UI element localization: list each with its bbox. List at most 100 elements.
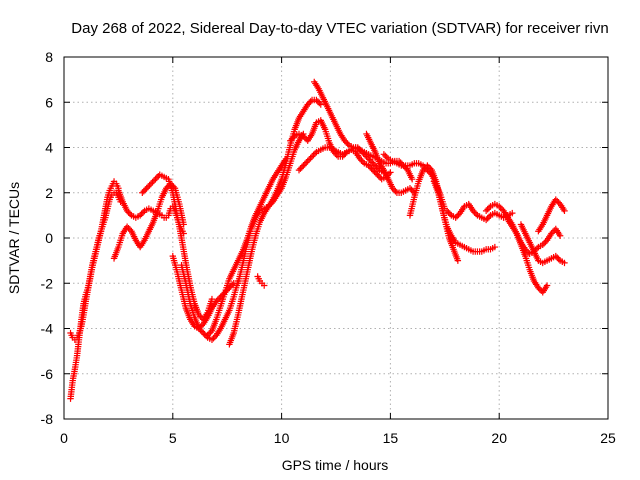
data-point-marker [198, 328, 206, 335]
data-point-marker [195, 325, 203, 332]
data-point-marker [204, 332, 211, 339]
data-point-marker [316, 99, 323, 107]
data-point-marker [380, 151, 388, 158]
data-point-marker [139, 209, 147, 216]
data-point-marker [446, 210, 454, 218]
data-point-marker [387, 169, 394, 176]
data-point-marker [126, 210, 134, 218]
data-point-marker [146, 182, 153, 189]
data-point-marker [265, 203, 272, 210]
data-point-marker [535, 284, 542, 291]
data-point-marker [552, 196, 559, 203]
data-point-marker [300, 132, 307, 140]
data-point-marker [367, 157, 375, 165]
y-axis-title: SDTVAR / TECUs [6, 182, 22, 294]
data-point-marker [344, 140, 351, 147]
data-point-marker [408, 186, 415, 193]
series-track-2 [67, 189, 124, 344]
data-point-marker [358, 157, 365, 164]
data-point-marker [147, 180, 155, 187]
series-track-17 [406, 162, 462, 264]
data-point-marker [307, 154, 314, 162]
data-point-marker [498, 206, 506, 213]
data-point-marker [125, 209, 132, 216]
data-point-marker [382, 152, 389, 159]
data-point-marker [561, 259, 568, 267]
data-point-marker [371, 168, 378, 175]
data-point-marker [308, 153, 316, 160]
data-point-marker [372, 169, 380, 177]
data-point-marker [143, 185, 150, 192]
data-point-marker [375, 172, 382, 180]
data-point-marker [484, 206, 491, 213]
data-point-marker [314, 98, 322, 105]
data-point-marker [369, 166, 377, 174]
data-point-marker [123, 207, 131, 215]
data-point-marker [305, 156, 313, 163]
data-point-marker [554, 254, 561, 261]
data-point-marker [371, 162, 379, 169]
data-point-marker [497, 204, 504, 212]
data-point-marker [389, 185, 396, 192]
data-point-marker [443, 207, 451, 215]
x-tick-label: 20 [491, 430, 507, 446]
data-point-marker [125, 224, 132, 232]
data-point-marker [304, 157, 311, 165]
series-track-9 [226, 96, 324, 348]
data-point-marker [419, 166, 427, 174]
data-point-marker [139, 189, 146, 196]
series-track-8 [204, 155, 290, 339]
data-point-marker [288, 136, 295, 143]
data-point-marker [509, 209, 516, 217]
data-point-marker [266, 201, 274, 209]
data-point-marker [138, 210, 145, 218]
data-point-marker [425, 163, 433, 171]
data-point-marker [307, 98, 314, 105]
x-tick-label: 25 [600, 430, 616, 446]
data-point-marker [408, 175, 416, 183]
data-point-marker [301, 160, 309, 168]
data-point-marker [304, 101, 311, 108]
data-point-marker [452, 214, 459, 221]
data-point-marker [554, 197, 561, 205]
data-point-marker [427, 165, 434, 172]
data-point-marker [152, 175, 159, 183]
data-point-marker [207, 329, 214, 336]
data-point-marker [298, 163, 306, 171]
data-point-marker [227, 283, 235, 290]
data-point-marker [140, 188, 147, 195]
data-point-marker [540, 240, 548, 247]
data-point-marker [469, 207, 477, 215]
series-track-15 [363, 130, 418, 196]
y-tick-label: 0 [45, 230, 53, 246]
data-point-marker [424, 162, 431, 169]
data-point-marker [126, 226, 134, 233]
data-point-marker [123, 223, 131, 230]
data-point-marker [383, 154, 390, 161]
data-point-marker [555, 199, 562, 206]
data-point-marker [539, 241, 546, 248]
data-point-marker [342, 139, 350, 146]
data-point-marker [136, 212, 144, 219]
x-tick-label: 0 [60, 430, 68, 446]
data-point-marker [482, 207, 490, 215]
data-point-marker [205, 330, 213, 337]
data-point-marker [201, 331, 208, 338]
data-point-marker [268, 200, 275, 207]
data-point-marker [290, 134, 297, 141]
data-point-marker [482, 216, 490, 224]
data-point-marker [303, 159, 310, 166]
data-point-marker [311, 150, 319, 157]
series-track-11 [254, 273, 268, 289]
series-track-1 [67, 178, 122, 402]
data-point-marker [341, 137, 348, 144]
data-point-marker [310, 151, 317, 159]
data-point-marker [522, 246, 529, 253]
data-point-marker [333, 151, 340, 159]
series-track-21 [504, 216, 564, 258]
data-point-marker [297, 165, 304, 172]
data-markers [67, 78, 568, 402]
axes: 0 5 10 15 20 25 -8 -6 -4 -2 0 2 4 6 8 [41, 49, 616, 446]
data-point-marker [445, 209, 452, 216]
